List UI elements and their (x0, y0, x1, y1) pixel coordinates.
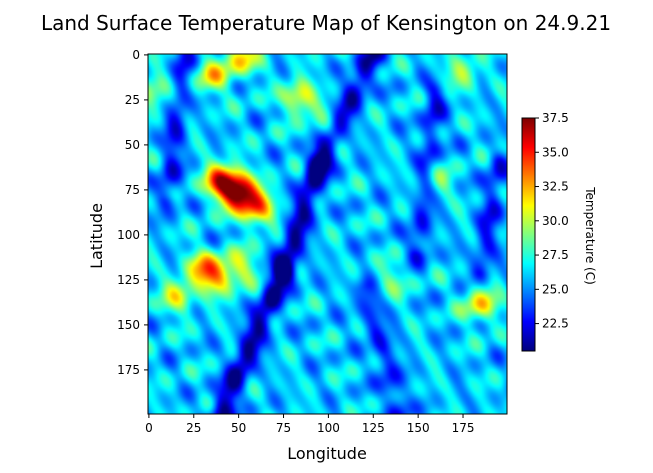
x-tick-label: 75 (276, 421, 291, 435)
y-axis-label: Latitude (87, 203, 106, 269)
heatmap-plot (147, 53, 508, 415)
colorbar-frame (521, 117, 536, 352)
y-tick-label: 150 (117, 318, 140, 332)
x-axis-ticks: 0 25 50 75 100 125 150 175 (145, 414, 474, 435)
plot-frame (147, 53, 508, 415)
x-tick-label: 125 (362, 421, 385, 435)
y-tick-label: 0 (132, 48, 140, 62)
colorbar-tick-label: 37.5 (542, 111, 569, 125)
x-tick-label: 50 (231, 421, 246, 435)
y-axis-ticks: 0 25 50 75 100 125 150 175 (117, 48, 148, 377)
x-tick-label: 150 (407, 421, 430, 435)
y-tick-label: 75 (125, 183, 140, 197)
colorbar-tick-label: 22.5 (542, 317, 569, 331)
x-tick-label: 175 (452, 421, 475, 435)
chart-title: Land Surface Temperature Map of Kensingt… (41, 11, 611, 35)
x-axis-label: Longitude (287, 444, 367, 463)
colorbar-label: Temperature (C) (583, 186, 597, 285)
y-tick-label: 25 (125, 93, 140, 107)
colorbar: 22.5 25.0 27.5 30.0 32.5 35.0 37.5 Temperature… (521, 111, 597, 352)
heatmap-canvas (148, 54, 507, 414)
colorbar-tick-label: 35.0 (542, 145, 569, 159)
colorbar-canvas (522, 118, 535, 351)
colorbar-ticks: 22.5 25.0 27.5 30.0 32.5 35.0 37.5 (535, 111, 569, 331)
colorbar-tick-label: 32.5 (542, 180, 569, 194)
y-tick-label: 50 (125, 138, 140, 152)
y-tick-label: 175 (117, 363, 140, 377)
colorbar-tick-label: 30.0 (542, 214, 569, 228)
x-tick-label: 0 (145, 421, 153, 435)
colorbar-tick-label: 25.0 (542, 282, 569, 296)
colorbar-tick-label: 27.5 (542, 248, 569, 262)
y-tick-label: 100 (117, 228, 140, 242)
y-tick-label: 125 (117, 273, 140, 287)
x-tick-label: 25 (186, 421, 201, 435)
x-tick-label: 100 (317, 421, 340, 435)
